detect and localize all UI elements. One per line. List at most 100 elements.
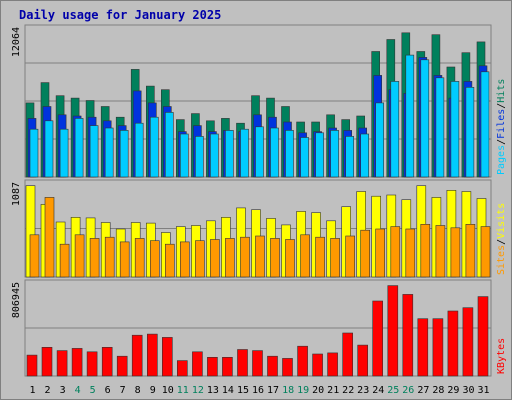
pages-bar [465, 87, 475, 178]
legend-visits: Visits [496, 203, 507, 239]
sites-bar [150, 240, 160, 278]
pages-bar [345, 136, 355, 178]
pages-bar [74, 118, 84, 178]
pages-bar [29, 128, 39, 178]
panel-3: 806945 KBytes [11, 279, 507, 377]
x-label-day: 29 [447, 385, 459, 396]
pages-bar [210, 133, 219, 178]
pages-bar [285, 130, 294, 178]
x-label-day: 20 [312, 385, 324, 396]
sites-bar [195, 240, 205, 278]
pages-bar [195, 136, 204, 178]
kbytes-bar [41, 346, 53, 377]
x-label-day: 13 [207, 385, 219, 396]
x-label-day: 28 [432, 385, 444, 396]
pages-bar [59, 128, 69, 178]
x-label-day: 17 [267, 385, 279, 396]
kbytes-bar [432, 318, 444, 377]
x-label-day: 22 [342, 385, 354, 396]
legend-text: Pages/Files/Hits [496, 79, 507, 175]
panels-group: 12064Pages/Files/Hits1087Sites/Visits806… [11, 24, 507, 377]
sites-bar [180, 241, 190, 278]
legend-separator: / [496, 139, 507, 145]
legend-separator: / [496, 103, 507, 109]
sites-bar [270, 238, 280, 278]
x-label-day: 3 [60, 385, 66, 396]
y-max-label: 806945 [11, 282, 22, 318]
x-label-day: 8 [135, 385, 141, 396]
x-label-day: 23 [357, 385, 369, 396]
kbytes-bar [71, 348, 83, 377]
pages-bar [480, 71, 490, 178]
kbytes-bar [26, 354, 38, 377]
sites-bar [480, 226, 491, 278]
sites-bar [74, 234, 85, 278]
legend-sites: Sites [496, 245, 507, 275]
x-label-day: 11 [177, 385, 189, 396]
pages-bar [405, 54, 415, 178]
pages-bar [150, 116, 159, 178]
sites-bar [104, 236, 115, 278]
x-label-day: 15 [237, 385, 249, 396]
sites-bar [119, 241, 130, 278]
sites-bar [345, 235, 356, 278]
pages-bar [300, 137, 309, 178]
legend-panel-1: Pages/Files/Hits [496, 79, 507, 175]
legend-panel-2: Sites/Visits [496, 203, 507, 275]
pages-bar [134, 122, 144, 178]
kbytes-bar [417, 318, 429, 377]
legend-hits: Hits [496, 79, 507, 103]
kbytes-bar [267, 355, 278, 377]
kbytes-bar [252, 350, 263, 377]
y-max-label: 1087 [11, 182, 22, 206]
kbytes-bar [192, 351, 203, 377]
x-label-day: 6 [105, 385, 111, 396]
x-axis-labels: 1 2 3 4 5 6 7 8 9 10 11 12 13 14 15 16 17 18 19 20 21 22 23 24 2… [29, 385, 489, 396]
sites-bar [330, 238, 340, 278]
sites-bar [210, 239, 220, 278]
sites-bar [315, 236, 325, 278]
kbytes-bar [462, 307, 474, 377]
sites-bar [134, 238, 145, 278]
kbytes-bar [477, 296, 489, 377]
x-label-day: 4 [75, 385, 81, 396]
pages-bar [104, 127, 114, 178]
panel-2: 1087 Sites/Visits [11, 179, 507, 278]
pages-bar [390, 81, 400, 178]
pages-bar [435, 77, 445, 178]
legend-text: Sites/Visits [496, 203, 507, 275]
x-label-day: 12 [192, 385, 204, 396]
pages-bar [225, 130, 234, 178]
pages-bar [450, 81, 460, 178]
kbytes-bar [237, 349, 248, 377]
sites-bar [255, 235, 265, 278]
x-label-day: 27 [417, 385, 429, 396]
kbytes-bar [327, 352, 338, 377]
sites-bar [29, 234, 40, 278]
kbytes-bar [402, 294, 414, 377]
kbytes-bar [86, 351, 98, 377]
x-label-day: 21 [327, 385, 339, 396]
sites-bar [465, 224, 476, 278]
pages-bar [255, 126, 264, 178]
pages-bar [360, 133, 370, 178]
x-label-day: 16 [252, 385, 264, 396]
kbytes-bar [222, 356, 233, 377]
kbytes-bar [312, 353, 323, 377]
sites-bar [285, 239, 295, 278]
kbytes-bar [101, 346, 113, 377]
x-label-day: 18 [282, 385, 294, 396]
pages-bar [375, 102, 385, 178]
panel-1: 12064 Pages/Files/Hits [11, 24, 507, 178]
y-max-label: 12064 [11, 27, 22, 57]
kbytes-bar [342, 332, 354, 377]
pages-bar [44, 120, 54, 178]
x-label-day: 25 [387, 385, 399, 396]
sites-bar [89, 238, 100, 278]
pages-bar [240, 128, 249, 178]
x-label-day: 1 [29, 385, 35, 396]
kbytes-bar [297, 345, 308, 377]
pages-bar [89, 125, 99, 178]
x-label-day: 31 [477, 385, 489, 396]
